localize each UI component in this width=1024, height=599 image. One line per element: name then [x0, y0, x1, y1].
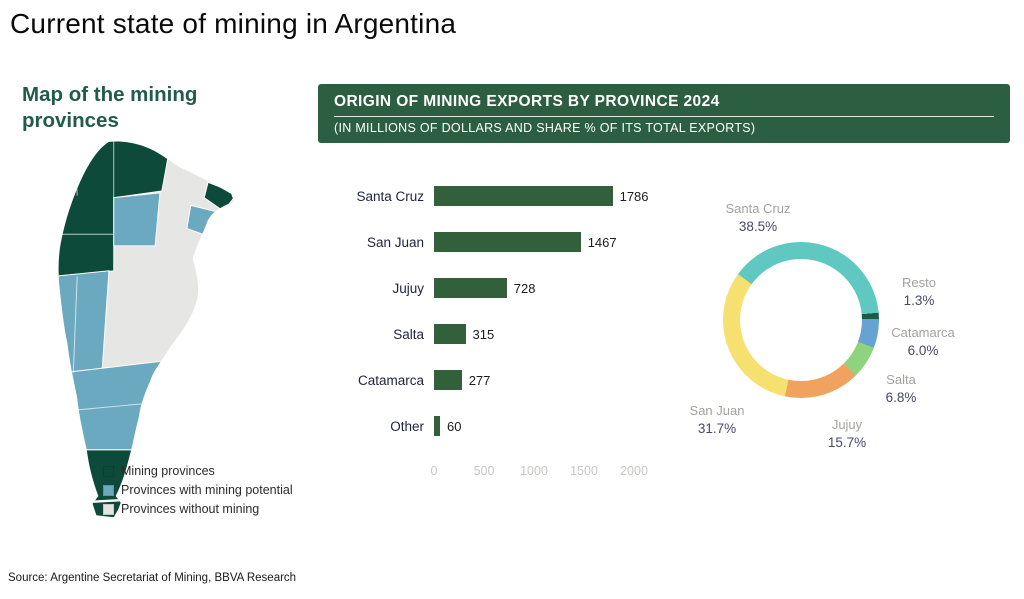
bar	[434, 278, 507, 298]
donut-label-catamarca: Catamarca 6.0%	[891, 325, 955, 359]
slice-name: Santa Cruz	[725, 201, 791, 216]
source-text: Source: Argentine Secretariat of Mining,…	[8, 572, 297, 584]
exports-header-banner: ORIGIN OF MINING EXPORTS BY PROVINCE 202…	[318, 84, 1010, 143]
bar-value: 1467	[587, 234, 617, 250]
legend-item-mining: Mining provinces	[103, 464, 293, 478]
donut-label-santa-cruz: Santa Cruz 38.5%	[725, 201, 790, 235]
map-region-potential-west	[58, 270, 110, 374]
donut-label-salta: Salta 6.8%	[886, 372, 917, 406]
slice-percent: 31.7%	[697, 420, 737, 436]
x-axis-tick: 2000	[620, 464, 648, 478]
slice-name: Salta	[886, 372, 916, 387]
donut-ring	[723, 242, 879, 398]
bar	[434, 416, 440, 436]
slice-percent: 1.3%	[903, 292, 935, 308]
x-axis-tick: 1500	[570, 464, 598, 478]
bar-track: 60	[434, 416, 634, 436]
legend-swatch-without	[103, 503, 114, 515]
bar	[434, 324, 466, 344]
map-legend: Mining provinces Provinces with mining p…	[103, 464, 293, 521]
bar-value: 1786	[619, 188, 649, 204]
bar	[434, 186, 613, 206]
donut-label-resto: Resto 1.3%	[902, 275, 936, 309]
slice-percent: 6.8%	[885, 389, 917, 405]
slice-percent: 38.5%	[738, 218, 778, 234]
bar-track: 1467	[434, 232, 634, 252]
bar-track: 315	[434, 324, 634, 344]
bar-row: Salta 315	[332, 324, 682, 344]
bar-value: 315	[472, 326, 495, 342]
bar-chart: Santa Cruz 1786 San Juan 1467 Jujuy 728 Salta 3…	[332, 186, 682, 480]
x-axis: 0 500 1000 1500 2000	[430, 462, 648, 480]
donut-hole	[740, 259, 862, 381]
slice-name: San Juan	[689, 403, 745, 418]
legend-swatch-mining	[103, 465, 114, 477]
bar-row: San Juan 1467	[332, 232, 682, 252]
legend-item-without: Provinces without mining	[103, 502, 293, 516]
map-title: Map of the mining provinces	[22, 83, 198, 132]
slice-percent: 6.0%	[907, 342, 939, 358]
legend-label: Provinces without mining	[121, 502, 260, 516]
slice-name: Catamarca	[891, 325, 955, 340]
bar	[434, 232, 581, 252]
map-region-potential-patagonia	[61, 360, 163, 451]
bar-rows: Santa Cruz 1786 San Juan 1467 Jujuy 728 Salta 3…	[332, 186, 682, 436]
bar-row: Other 60	[332, 416, 682, 436]
argentina-map	[58, 141, 235, 518]
bar-value: 728	[513, 280, 536, 296]
bar-track: 728	[434, 278, 634, 298]
donut-label-san-juan: San Juan 31.7%	[690, 403, 745, 437]
bar	[434, 370, 462, 390]
donut-label-jujuy: Jujuy 15.7%	[828, 417, 866, 451]
legend-label: Mining provinces	[121, 464, 215, 478]
slice-name: Resto	[902, 275, 936, 290]
slice-percent: 15.7%	[827, 434, 867, 450]
exports-subtitle: (IN MILLIONS OF DOLLARS AND SHARE % OF I…	[334, 121, 756, 135]
bar-row: Catamarca 277	[332, 370, 682, 390]
map-region-potential-center	[113, 192, 161, 247]
bar-track: 1786	[434, 186, 649, 206]
bar-value: 60	[447, 418, 462, 434]
exports-title: ORIGIN OF MINING EXPORTS BY PROVINCE 202…	[334, 93, 994, 117]
bar-category-label: Santa Cruz	[356, 188, 424, 204]
bar-category-label: Catamarca	[357, 372, 424, 388]
slice-name: Jujuy	[831, 417, 863, 432]
bar-track: 277	[434, 370, 634, 390]
bar-category-label: San Juan	[366, 234, 424, 250]
bar-value: 277	[468, 372, 491, 388]
bar-row: Jujuy 728	[332, 278, 682, 298]
legend-label: Provinces with mining potential	[121, 483, 293, 497]
x-axis-tick: 1000	[520, 464, 548, 478]
bar-category-label: Salta	[393, 326, 424, 342]
x-axis-tick: 0	[430, 464, 438, 478]
bar-category-label: Jujuy	[392, 280, 424, 296]
legend-item-potential: Provinces with mining potential	[103, 483, 293, 497]
page-title: Current state of mining in Argentina	[10, 8, 457, 39]
x-axis-tick: 500	[473, 464, 495, 478]
donut-chart: Santa Cruz 38.5% Resto 1.3% Catamarca 6.…	[655, 175, 1024, 505]
bar-category-label: Other	[390, 418, 424, 434]
legend-swatch-potential	[103, 484, 114, 496]
bar-row: Santa Cruz 1786	[332, 186, 682, 206]
